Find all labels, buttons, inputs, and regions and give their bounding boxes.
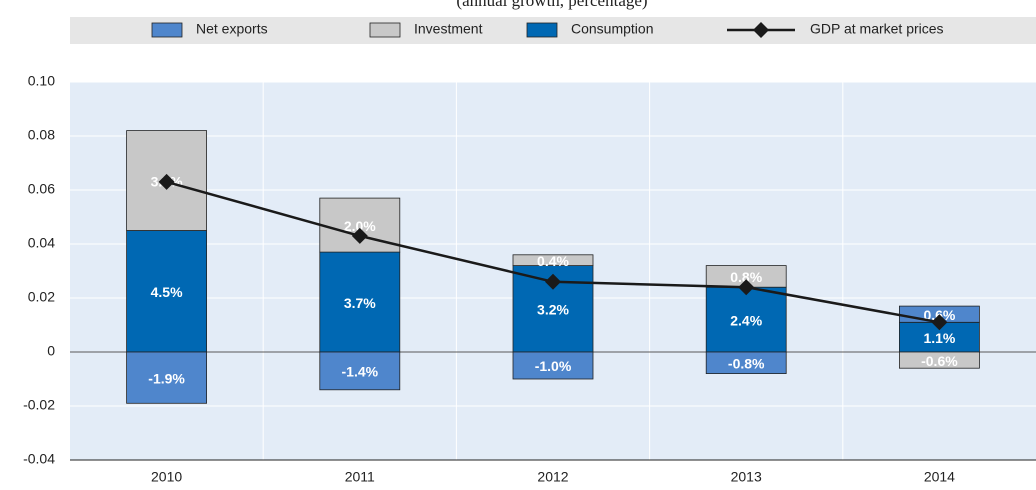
value-label: 3.2% [537, 302, 569, 318]
legend-swatch [369, 22, 401, 38]
legend-label: GDP at market prices [810, 21, 944, 37]
value-label: 3.7% [344, 295, 376, 311]
bar-segment [126, 230, 207, 353]
y-tick-label: 0.02 [28, 289, 55, 305]
y-tick-label: 0 [47, 343, 55, 359]
y-tick-label: 0.10 [28, 73, 55, 89]
x-tick-label: 2011 [345, 469, 375, 485]
line-marker [545, 273, 561, 290]
value-label: -0.8% [728, 356, 765, 372]
y-tick-label: 0.06 [28, 181, 55, 197]
x-tick-label: 2010 [151, 469, 182, 485]
y-tick-label: -0.02 [23, 397, 55, 413]
bar-segment [319, 351, 401, 391]
legend-label: Net exports [196, 21, 268, 37]
value-label: -1.0% [535, 358, 572, 374]
value-label: -0.6% [921, 353, 958, 369]
bar-segment [512, 254, 594, 267]
y-tick-label: 0.08 [28, 127, 55, 143]
bar-segment [512, 351, 594, 380]
value-label: -1.9% [148, 370, 185, 386]
line-marker [738, 279, 755, 296]
value-label: 2.0% [344, 218, 376, 234]
y-tick-label: -0.04 [23, 451, 55, 467]
chart-subtitle: (annual growth, percentage) [456, 0, 647, 10]
legend-swatch [526, 22, 558, 38]
legend-label: Investment [414, 21, 483, 37]
value-label: 1.1% [923, 330, 955, 346]
value-label: 4.5% [151, 284, 183, 300]
bar-segment [705, 351, 787, 375]
legend-label: Consumption [571, 21, 654, 37]
legend-marker [753, 22, 769, 38]
line-marker [931, 314, 948, 331]
x-tick-label: 2013 [731, 469, 762, 485]
bar-segment [126, 351, 207, 404]
value-label: -1.4% [342, 364, 379, 380]
x-tick-label: 2012 [537, 469, 568, 485]
bar-segment [899, 351, 980, 369]
x-tick-label: 2014 [924, 469, 955, 485]
bar-segment [705, 286, 787, 353]
value-label: 0.4% [537, 253, 569, 269]
line-marker [351, 227, 368, 244]
value-label: 0.8% [730, 269, 762, 285]
legend-swatch [151, 22, 183, 38]
y-tick-label: 0.04 [28, 235, 55, 251]
value-label: 2.4% [730, 312, 762, 328]
line-marker [158, 173, 175, 190]
